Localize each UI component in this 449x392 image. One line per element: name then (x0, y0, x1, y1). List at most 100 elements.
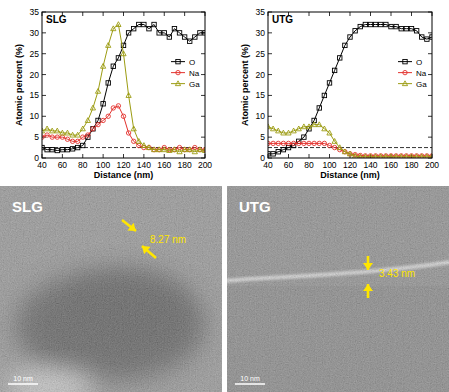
marker (296, 126, 301, 131)
marker (70, 147, 74, 151)
y-tick (428, 116, 432, 117)
marker (50, 128, 55, 133)
marker (394, 24, 398, 28)
marker (368, 154, 373, 158)
marker (85, 118, 90, 123)
chart-title: SLG (46, 14, 67, 25)
y-tick (201, 95, 205, 96)
marker (347, 151, 352, 156)
image-background (0, 186, 222, 392)
marker (384, 154, 388, 158)
y-tick (428, 137, 432, 138)
image-grain (0, 186, 222, 392)
marker (146, 145, 151, 150)
y-tick (268, 32, 272, 33)
marker (353, 153, 358, 158)
y-tick (201, 137, 205, 138)
marker (409, 154, 413, 158)
marker (44, 126, 49, 131)
y-tick (268, 116, 272, 117)
marker (368, 22, 372, 26)
arrow-shaft (142, 246, 156, 258)
marker (271, 152, 275, 156)
marker (151, 147, 156, 152)
tem-image: UTG3.43 nm10 nm (222, 186, 449, 392)
marker (414, 154, 419, 158)
marker (81, 143, 85, 147)
y-tick (42, 32, 46, 33)
x-tick-label: 120 (343, 160, 357, 170)
arrow-head (363, 263, 373, 270)
x-tick (370, 12, 371, 16)
marker (121, 51, 126, 56)
marker (101, 118, 105, 122)
x-tick (309, 154, 310, 158)
y-tick (428, 53, 432, 54)
y-tick (201, 116, 205, 117)
y-tick (268, 137, 272, 138)
legend-label: Na (416, 69, 427, 78)
marker (276, 128, 281, 133)
y-tick-label: 0 (260, 153, 265, 163)
frame (42, 12, 205, 158)
x-tick (350, 12, 351, 16)
x-tick-label: 60 (58, 160, 68, 170)
marker (399, 154, 404, 158)
x-tick (82, 12, 83, 16)
y-tick-label: 20 (256, 70, 266, 80)
x-tick-label: 160 (157, 160, 171, 170)
x-tick (164, 154, 165, 158)
y-tick (201, 74, 205, 75)
marker (363, 154, 368, 158)
marker (322, 126, 327, 131)
y-tick (201, 53, 205, 54)
marker (121, 114, 125, 118)
y-tick (428, 74, 432, 75)
marker (141, 143, 146, 148)
marker (373, 22, 377, 26)
marker (348, 35, 352, 39)
y-tick (42, 95, 46, 96)
marker (322, 141, 326, 145)
marker (276, 141, 280, 145)
marker (126, 31, 130, 35)
legend-marker (403, 59, 407, 63)
tem-image: SLG8.27 nm10 nm (0, 186, 222, 392)
y-tick (268, 74, 272, 75)
marker (389, 154, 393, 158)
marker (419, 154, 424, 158)
marker (142, 22, 146, 26)
marker (137, 143, 141, 147)
marker (126, 131, 130, 135)
image-label: UTG (239, 198, 271, 215)
x-tick-label: 100 (96, 160, 110, 170)
marker (317, 122, 322, 127)
marker (368, 154, 372, 158)
x-tick-label: 180 (178, 160, 192, 170)
series-line (42, 25, 205, 152)
y-tick-label: 30 (256, 28, 266, 38)
legend-label: O (189, 58, 195, 67)
marker (177, 31, 181, 35)
y-tick (428, 95, 432, 96)
y-tick (42, 53, 46, 54)
marker (126, 93, 131, 98)
legend-line (171, 72, 185, 73)
marker (404, 154, 408, 158)
marker (306, 124, 311, 129)
marker (337, 145, 342, 150)
chart: 40608010012014016018020005101520253035Di… (240, 7, 439, 180)
x-tick (309, 12, 310, 16)
scale-bar-label: 10 nm (240, 375, 260, 382)
marker (116, 104, 120, 108)
marker (182, 147, 187, 152)
frame (268, 12, 432, 158)
marker (167, 148, 172, 153)
x-tick-label: 200 (198, 160, 212, 170)
y-axis-label: Atomic percent (%) (14, 44, 24, 126)
marker (384, 22, 388, 26)
marker (291, 128, 296, 133)
marker (379, 154, 383, 158)
x-tick-label: 200 (425, 160, 439, 170)
x-tick (143, 154, 144, 158)
